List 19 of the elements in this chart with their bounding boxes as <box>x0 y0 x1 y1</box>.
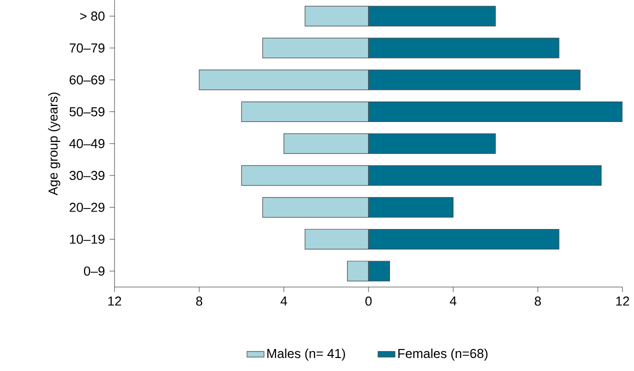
y-axis-title: Age group (years) <box>48 92 60 196</box>
y-tick-label: 10–19 <box>70 234 104 244</box>
y-tick-label: 70–79 <box>70 44 104 53</box>
x-tick-label: 4 <box>280 296 288 306</box>
x-tick-label: 12 <box>616 296 630 306</box>
y-tick-label: 30–39 <box>70 171 104 180</box>
x-tick-label: 12 <box>108 296 122 306</box>
x-tick-label: 0 <box>365 296 372 306</box>
legend-label: Males (n= 41) <box>267 348 346 361</box>
y-tick-label: 40–49 <box>69 139 104 148</box>
y-tick-label: 0–9 <box>84 266 104 276</box>
x-tick-label: 4 <box>450 296 456 306</box>
x-tick-label: 8 <box>196 296 202 306</box>
y-tick-label: 50–59 <box>70 107 104 116</box>
legend-label: Females (n=68) <box>398 348 488 361</box>
y-tick-label: > 80 <box>80 12 105 21</box>
x-tick-label: 8 <box>534 296 541 306</box>
y-tick-label: 20–29 <box>70 202 104 212</box>
y-tick-label: 60–69 <box>70 75 104 85</box>
